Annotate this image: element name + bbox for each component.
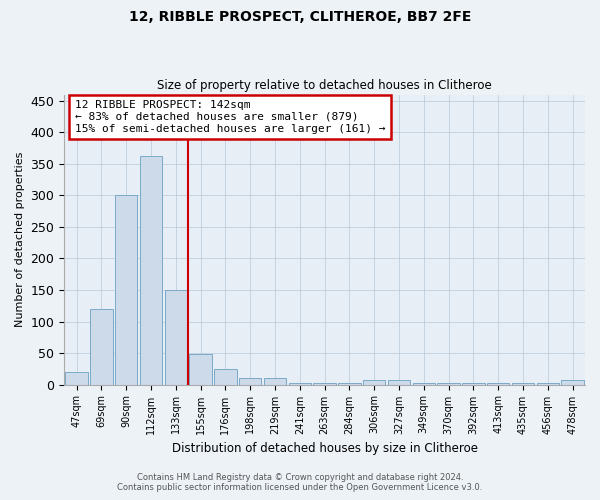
Title: Size of property relative to detached houses in Clitheroe: Size of property relative to detached ho… <box>157 79 492 92</box>
Text: Contains HM Land Registry data © Crown copyright and database right 2024.
Contai: Contains HM Land Registry data © Crown c… <box>118 473 482 492</box>
Bar <box>562 380 584 384</box>
X-axis label: Distribution of detached houses by size in Clitheroe: Distribution of detached houses by size … <box>172 442 478 455</box>
Bar <box>65 372 88 384</box>
Text: 12, RIBBLE PROSPECT, CLITHEROE, BB7 2FE: 12, RIBBLE PROSPECT, CLITHEROE, BB7 2FE <box>129 10 471 24</box>
Bar <box>239 378 262 384</box>
Bar <box>90 309 113 384</box>
Bar <box>388 380 410 384</box>
Y-axis label: Number of detached properties: Number of detached properties <box>15 152 25 327</box>
Text: 12 RIBBLE PROSPECT: 142sqm
← 83% of detached houses are smaller (879)
15% of sem: 12 RIBBLE PROSPECT: 142sqm ← 83% of deta… <box>74 100 385 134</box>
Bar <box>190 354 212 384</box>
Bar <box>140 156 162 384</box>
Bar <box>164 290 187 384</box>
Bar <box>363 380 385 384</box>
Bar <box>214 369 236 384</box>
Bar <box>264 378 286 384</box>
Bar <box>115 196 137 384</box>
